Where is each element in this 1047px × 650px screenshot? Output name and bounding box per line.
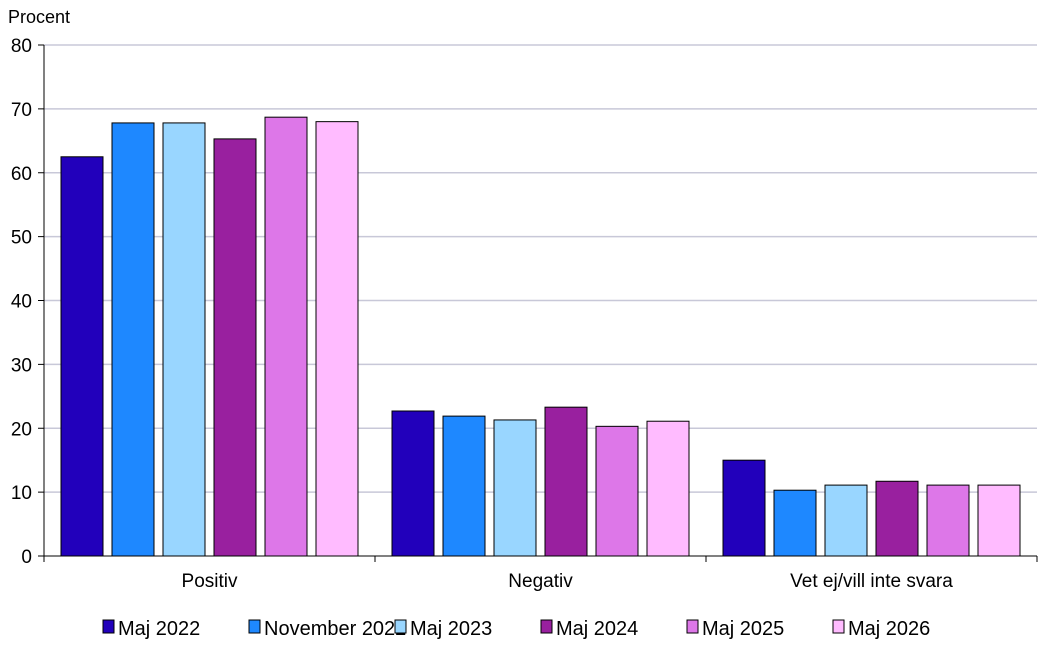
bar [213, 138, 257, 557]
y-tick-label: 70 [11, 100, 32, 121]
legend: Maj 2022 November 2022 Maj 2023 Maj 2024 Maj… [102, 618, 930, 640]
legend-swatch [686, 619, 699, 634]
bar [315, 121, 359, 557]
bar [722, 459, 766, 557]
bar [391, 410, 435, 557]
y-tick-label: 60 [11, 164, 32, 185]
bars [60, 116, 1021, 557]
legend-swatch [540, 619, 553, 634]
x-category-label: Positiv [182, 571, 238, 592]
y-tick-label: 50 [11, 228, 32, 249]
legend-label: Maj 2026 [848, 618, 930, 640]
legend-label: November 2022 [264, 618, 406, 640]
legend-swatch [832, 619, 845, 634]
y-axis: 0 10 20 30 40 50 60 70 80 [11, 36, 45, 568]
y-tick-label: 10 [11, 483, 32, 504]
x-category-label: Vet ej/vill inte svara [790, 571, 953, 592]
legend-swatch [394, 619, 407, 634]
bar [544, 406, 588, 557]
legend-swatch [102, 619, 115, 634]
bar [264, 116, 308, 557]
bar [493, 419, 537, 557]
y-tick-label: 80 [11, 36, 32, 57]
x-axis: Positiv Negativ Vet ej/vill inte svara [43, 555, 1038, 592]
bar [162, 122, 206, 557]
bar [926, 484, 970, 557]
bar [442, 415, 486, 557]
bar [60, 156, 104, 557]
y-tick-label: 0 [21, 547, 32, 568]
legend-swatch [248, 619, 261, 634]
bar [646, 420, 690, 557]
legend-label: Maj 2024 [556, 618, 638, 640]
bar [111, 122, 155, 557]
y-tick-label: 30 [11, 355, 32, 376]
bar [875, 480, 919, 557]
y-tick-label: 20 [11, 419, 32, 440]
legend-label: Maj 2023 [410, 618, 492, 640]
x-category-label: Negativ [508, 571, 573, 592]
legend-label: Maj 2025 [702, 618, 784, 640]
y-tick-label: 40 [11, 292, 32, 313]
bar [773, 489, 817, 557]
bar [977, 484, 1021, 557]
bar [595, 425, 639, 557]
bar [824, 484, 868, 557]
legend-label: Maj 2022 [118, 618, 200, 640]
gridlines [44, 44, 1037, 493]
y-axis-label: Procent [8, 7, 70, 27]
